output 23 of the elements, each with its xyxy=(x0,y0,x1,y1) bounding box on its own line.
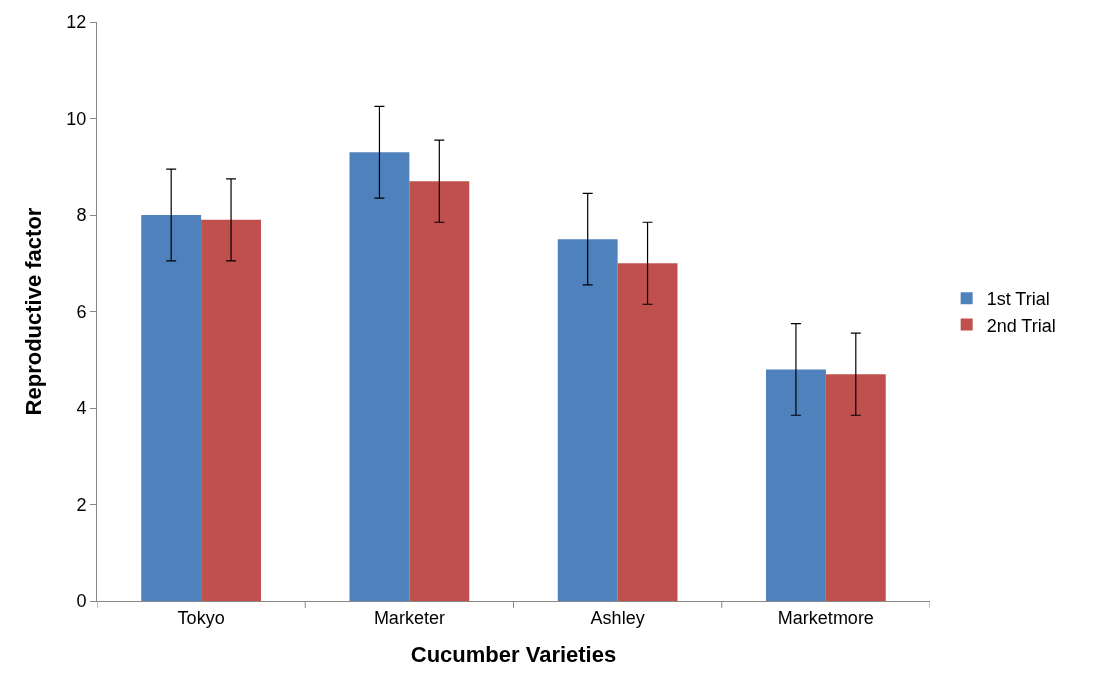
x-tick-label: Ashley xyxy=(590,607,645,628)
y-tick-label: 8 xyxy=(76,205,87,226)
y-tick-label: 6 xyxy=(76,301,87,322)
bar xyxy=(409,181,470,601)
x-axis-title: Cucumber Varieties xyxy=(410,642,617,668)
y-tick-label: 0 xyxy=(76,591,87,612)
bar xyxy=(349,152,410,601)
bar xyxy=(557,239,618,601)
y-axis-title: Reproductive factor xyxy=(21,207,47,416)
legend-label: 1st Trial xyxy=(986,289,1050,310)
bar xyxy=(617,263,678,601)
y-tick-label: 12 xyxy=(66,12,87,33)
bar xyxy=(825,374,886,601)
y-tick-label: 10 xyxy=(66,108,87,129)
bar xyxy=(201,219,261,601)
legend-label: 2nd Trial xyxy=(986,315,1056,336)
y-tick-label: 2 xyxy=(76,494,87,515)
x-tick-label: Marketer xyxy=(373,607,445,628)
bar xyxy=(141,215,202,601)
x-tick-label: Tokyo xyxy=(177,607,225,628)
x-tick-label: Marketmore xyxy=(777,607,874,628)
y-tick-label: 4 xyxy=(76,398,87,419)
bar xyxy=(766,369,826,601)
